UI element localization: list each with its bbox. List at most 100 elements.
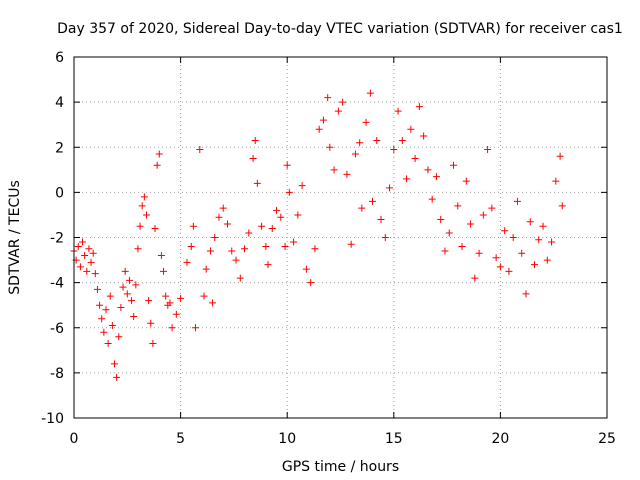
data-point <box>232 256 240 264</box>
data-point <box>381 234 389 241</box>
data-point <box>81 252 89 260</box>
data-point <box>552 177 560 185</box>
data-point <box>496 263 504 271</box>
data-point <box>115 333 123 341</box>
data-point <box>467 220 475 228</box>
data-point <box>136 222 144 230</box>
data-point <box>98 315 106 323</box>
y-tick-label: -4 <box>50 276 64 292</box>
data-point <box>219 204 227 212</box>
x-tick-label: 15 <box>385 431 403 447</box>
data-point <box>319 116 327 124</box>
data-point <box>509 234 517 241</box>
y-tick-label: -2 <box>50 231 64 247</box>
data-point <box>155 150 163 158</box>
y-tick-label: 2 <box>55 140 64 156</box>
data-point <box>539 222 547 230</box>
data-point <box>224 220 232 228</box>
grid-lines <box>74 57 607 418</box>
data-point <box>138 202 146 210</box>
data-point <box>241 245 249 253</box>
data-point <box>258 222 266 230</box>
data-point <box>343 170 351 178</box>
data-point <box>398 136 406 144</box>
y-axis-label: SDTVAR / TECUs <box>7 180 23 295</box>
data-point <box>202 265 210 273</box>
data-point <box>192 324 200 332</box>
x-tick-label: 5 <box>176 431 185 447</box>
y-tick-label: -10 <box>41 411 64 427</box>
data-point <box>518 249 526 257</box>
axis-ticks <box>73 56 608 419</box>
x-tick-labels: 0 5 10 15 20 25 <box>70 431 616 447</box>
data-point <box>368 197 376 205</box>
x-tick-label: 25 <box>598 431 616 447</box>
data-point <box>106 292 114 300</box>
data-point <box>501 227 509 235</box>
data-point <box>113 373 121 381</box>
data-point <box>347 240 355 248</box>
data-point <box>330 166 338 174</box>
x-tick-label: 10 <box>278 431 296 447</box>
data-point <box>196 146 204 154</box>
data-point <box>351 150 359 158</box>
data-point <box>151 224 159 232</box>
x-tick-label: 0 <box>70 431 79 447</box>
data-point <box>111 360 119 368</box>
data-point <box>513 197 521 205</box>
data-point <box>89 249 97 257</box>
data-point <box>543 256 551 264</box>
data-point <box>147 319 155 327</box>
data-point <box>132 281 140 289</box>
data-point <box>488 204 496 212</box>
data-point <box>87 258 95 266</box>
data-point <box>121 267 129 275</box>
data-point <box>283 161 291 169</box>
data-point <box>134 245 142 253</box>
data-point <box>168 324 176 332</box>
data-point <box>339 98 347 106</box>
data-point <box>251 136 259 144</box>
data-point <box>505 267 513 275</box>
data-point <box>130 312 138 320</box>
data-point <box>83 267 91 275</box>
data-point <box>145 297 153 305</box>
data-point <box>277 213 285 221</box>
data-point <box>403 175 411 183</box>
data-point <box>334 107 342 115</box>
data-point <box>458 243 466 251</box>
data-point <box>548 238 556 246</box>
data-point <box>373 136 381 144</box>
data-point <box>462 177 470 185</box>
data-point <box>394 107 402 115</box>
data-point <box>558 202 566 210</box>
data-point <box>236 274 244 282</box>
data-point <box>285 188 293 196</box>
data-point <box>556 152 564 160</box>
data-point <box>454 202 462 210</box>
y-tick-label: 4 <box>55 95 64 111</box>
data-point <box>522 290 530 298</box>
data-point <box>183 258 191 266</box>
data-point <box>356 139 364 147</box>
chart-title: Day 357 of 2020, Sidereal Day-to-day VTE… <box>57 21 623 37</box>
data-point <box>249 155 257 163</box>
data-point <box>315 125 323 133</box>
data-point <box>492 254 500 262</box>
data-point <box>189 222 197 230</box>
data-point <box>100 328 108 336</box>
y-tick-label: 0 <box>55 185 64 201</box>
data-point <box>268 224 276 232</box>
data-point <box>91 270 99 278</box>
data-point <box>324 94 332 102</box>
data-point <box>428 195 436 203</box>
data-point <box>142 211 150 219</box>
data-point <box>362 118 370 126</box>
data-point <box>262 243 270 251</box>
data-point <box>420 132 428 140</box>
data-point <box>157 252 165 260</box>
data-point <box>172 310 180 318</box>
data-point <box>411 155 419 163</box>
data-point <box>125 276 133 284</box>
data-point <box>484 146 492 154</box>
